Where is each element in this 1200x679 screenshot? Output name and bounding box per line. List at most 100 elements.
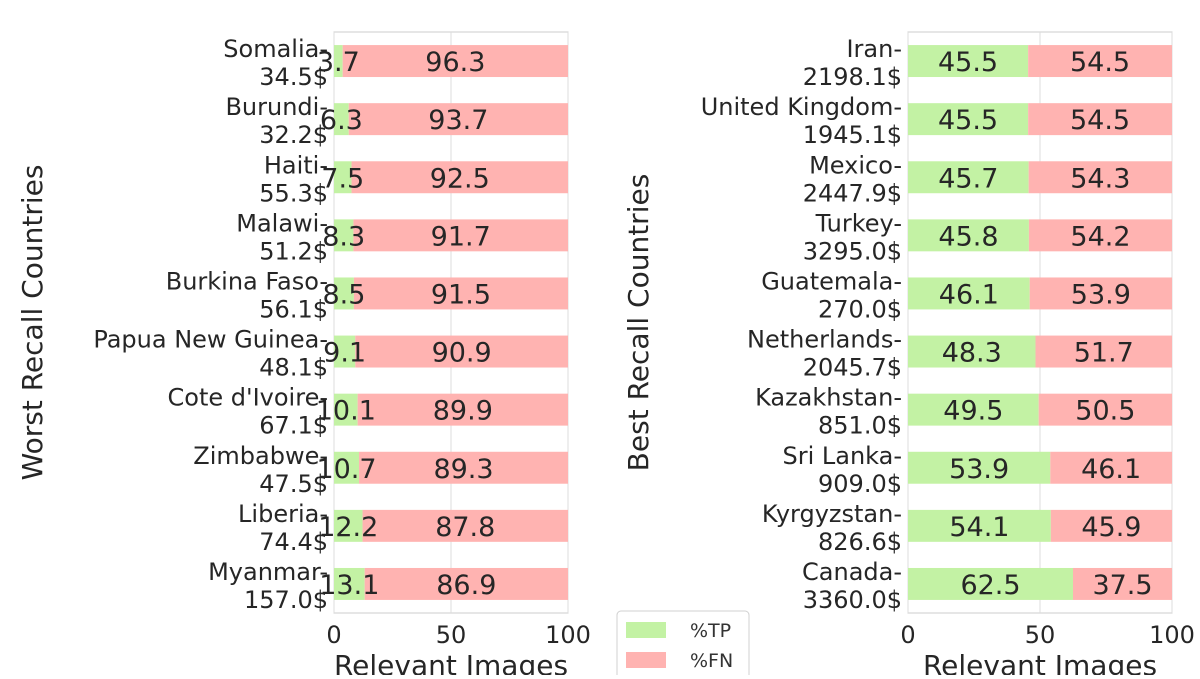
left-bar-fn-5 (355, 335, 568, 368)
right-bar-label-tp-6: 49.5 (943, 396, 1003, 427)
right-category-name-7: Sri Lanka- (782, 442, 902, 470)
right-bar-label-fn-1: 54.5 (1070, 105, 1130, 136)
right-bar-label-fn-4: 53.9 (1071, 279, 1131, 310)
left-category-name-2: Haiti- (264, 151, 328, 179)
right-bar-label-fn-7: 46.1 (1081, 454, 1141, 485)
left-bar-label-fn-1: 93.7 (428, 105, 488, 136)
left-bar-tp-5 (334, 335, 356, 368)
right-bar-fn-3 (1028, 219, 1172, 252)
left-bar-tp-9 (334, 567, 365, 600)
legend: %TP %FN (616, 610, 750, 679)
right-bar-fn-1 (1028, 103, 1172, 136)
left-bar-label-tp-7: 10.7 (316, 454, 376, 485)
right-category-income-0: 2198.1$ (803, 63, 902, 91)
legend-label-1: %FN (690, 650, 733, 672)
right-bar-label-fn-8: 45.9 (1081, 512, 1141, 543)
right-category-name-5: Netherlands- (747, 326, 902, 354)
right-category-name-6: Kazakhstan- (755, 384, 902, 412)
left-xtick-label-1: 50 (436, 621, 467, 649)
left-bar-label-fn-5: 90.9 (432, 338, 492, 369)
right-bar-label-fn-9: 37.5 (1092, 570, 1152, 601)
right-category-name-0: Iran- (846, 35, 902, 63)
right-category-income-4: 270.0$ (818, 295, 902, 323)
right-bar-tp-2 (908, 161, 1029, 194)
right-bar-tp-1 (908, 103, 1029, 136)
left-bar-label-fn-0: 96.3 (425, 47, 485, 78)
left-category-name-7: Zimbabwe- (193, 442, 328, 470)
right-bar-fn-7 (1050, 451, 1172, 484)
left-bar-fn-1 (348, 103, 568, 136)
left-category-name-1: Burundi- (225, 93, 328, 121)
left-bar-tp-8 (334, 509, 363, 542)
right-category-income-5: 2045.7$ (803, 354, 902, 382)
right-bar-tp-9 (908, 567, 1073, 600)
left-category-income-2: 55.3$ (259, 179, 328, 207)
left-category-income-3: 51.2$ (259, 237, 328, 265)
right-bar-label-tp-7: 53.9 (949, 454, 1009, 485)
left-category-name-5: Papua New Guinea- (93, 326, 328, 354)
left-category-income-9: 157.0$ (244, 586, 328, 614)
left-xtick-label-2: 100 (545, 621, 591, 649)
right-category-income-2: 2447.9$ (803, 179, 902, 207)
legend-swatch-0 (626, 622, 666, 638)
right-xtick-label-2: 100 (1149, 621, 1195, 649)
left-bar-label-tp-5: 9.1 (323, 338, 366, 369)
left-bar-fn-9 (364, 567, 568, 600)
right-category-name-4: Guatemala- (761, 267, 902, 295)
right-bar-label-fn-5: 51.7 (1074, 338, 1134, 369)
right-category-income-1: 1945.1$ (803, 121, 902, 149)
right-category-name-3: Turkey- (815, 209, 902, 237)
left-category-income-5: 48.1$ (259, 354, 328, 382)
right-bar-tp-0 (908, 45, 1029, 78)
left-category-income-0: 34.5$ (259, 63, 328, 91)
left-category-name-3: Malawi- (236, 209, 328, 237)
right-category-name-1: United Kingdom- (701, 93, 902, 121)
left-xtick-label-0: 0 (326, 621, 341, 649)
left-bar-label-tp-4: 8.5 (322, 279, 365, 310)
right-bar-label-fn-6: 50.5 (1075, 396, 1135, 427)
right-bar-fn-4 (1029, 277, 1172, 310)
left-bar-label-fn-4: 91.5 (431, 279, 491, 310)
right-bar-tp-7 (908, 451, 1051, 484)
best-recall-panel: 45.5 54.5 Iran-2198.1$ 45.5 54.5 United Kingd… (622, 31, 1195, 679)
left-category-income-8: 74.4$ (259, 528, 328, 556)
left-y-axis-title: Worst Recall Countries (16, 165, 49, 481)
right-bar-label-tp-0: 45.5 (938, 47, 998, 78)
left-bar-label-fn-7: 89.3 (433, 454, 493, 485)
left-bar-tp-1 (334, 103, 349, 136)
right-category-income-6: 851.0$ (818, 412, 902, 440)
left-bar-label-fn-8: 87.8 (435, 512, 495, 543)
right-x-axis-title: Relevant Images (923, 649, 1157, 675)
right-bar-tp-5 (908, 335, 1036, 368)
left-bar-fn-3 (353, 219, 568, 252)
left-category-name-0: Somalia- (223, 35, 328, 63)
left-bar-fn-8 (362, 509, 568, 542)
left-bar-fn-4 (353, 277, 568, 310)
left-bar-label-tp-1: 6.3 (320, 105, 363, 136)
left-category-income-6: 67.1$ (259, 412, 328, 440)
left-bar-tp-3 (334, 219, 354, 252)
right-xtick-label-0: 0 (900, 621, 915, 649)
right-bar-fn-9 (1073, 567, 1172, 600)
left-bar-label-fn-9: 86.9 (436, 570, 496, 601)
left-category-name-6: Cote d'Ivoire- (168, 384, 328, 412)
left-category-name-8: Liberia- (238, 500, 328, 528)
right-category-income-8: 826.6$ (818, 528, 902, 556)
left-category-income-4: 56.1$ (259, 295, 328, 323)
left-bar-label-tp-2: 7.5 (321, 163, 364, 194)
left-category-name-9: Myanmar- (208, 558, 328, 586)
right-category-income-9: 3360.0$ (803, 586, 902, 614)
left-bar-fn-7 (359, 451, 568, 484)
left-bar-fn-2 (351, 161, 568, 194)
right-bar-tp-3 (908, 219, 1029, 252)
left-bar-label-tp-6: 10.1 (316, 396, 376, 427)
left-category-name-4: Burkina Faso- (166, 267, 328, 295)
right-category-name-2: Mexico- (809, 151, 902, 179)
left-bar-label-tp-3: 8.3 (322, 221, 365, 252)
right-bar-label-tp-9: 62.5 (960, 570, 1020, 601)
left-bar-tp-2 (334, 161, 352, 194)
right-bar-fn-0 (1028, 45, 1172, 78)
right-bar-tp-6 (908, 393, 1039, 426)
left-bar-tp-0 (334, 45, 343, 78)
